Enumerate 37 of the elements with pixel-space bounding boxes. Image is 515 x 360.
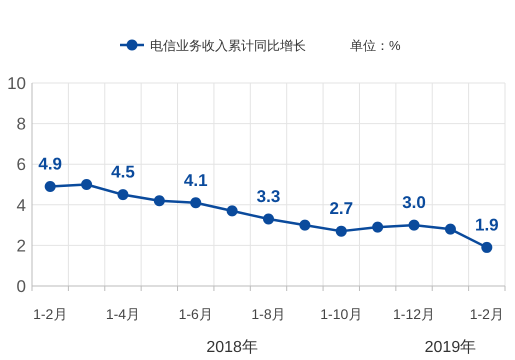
y-tick-label: 2 xyxy=(16,236,26,256)
point xyxy=(372,222,384,233)
text: 单位：% xyxy=(350,38,401,53)
data-label: 4.5 xyxy=(111,162,135,182)
x-tick-label: 1-2月 xyxy=(33,306,68,322)
point xyxy=(44,181,56,192)
text: 2018年 xyxy=(206,339,258,356)
point xyxy=(190,197,202,208)
data-label: 3.3 xyxy=(256,187,280,206)
y-tick-label: 8 xyxy=(16,114,26,134)
point xyxy=(299,220,310,231)
point xyxy=(154,195,165,206)
x-tick-label: 1-10月 xyxy=(320,306,362,322)
y-tick-label: 10 xyxy=(7,74,26,93)
point xyxy=(444,224,456,235)
data-label: 1.9 xyxy=(474,215,499,234)
data-label: 4.9 xyxy=(38,154,62,174)
point xyxy=(226,205,238,216)
y-tick-label: 6 xyxy=(16,155,26,174)
point xyxy=(117,189,128,200)
x-tick-label: 1-12月 xyxy=(393,306,436,322)
point xyxy=(408,220,420,231)
x-tick-label: 1-6月 xyxy=(178,306,213,322)
y-tick-label: 4 xyxy=(16,196,26,215)
point xyxy=(481,242,492,253)
data-label: 3.0 xyxy=(402,193,426,212)
y-tick-label: 0 xyxy=(16,277,26,296)
point xyxy=(263,214,274,225)
x-tick-label: 1-4月 xyxy=(106,306,140,322)
data-label: 2.7 xyxy=(329,199,354,218)
point xyxy=(336,226,347,237)
data-label: 4.1 xyxy=(184,170,208,190)
legend-label: 电信业务收入累计同比增长 xyxy=(150,38,306,53)
text: 2019年 xyxy=(424,339,476,356)
x-tick-label: 1-8月 xyxy=(251,306,286,322)
x-tick-label: 1-2月 xyxy=(470,306,504,322)
point xyxy=(81,179,92,190)
